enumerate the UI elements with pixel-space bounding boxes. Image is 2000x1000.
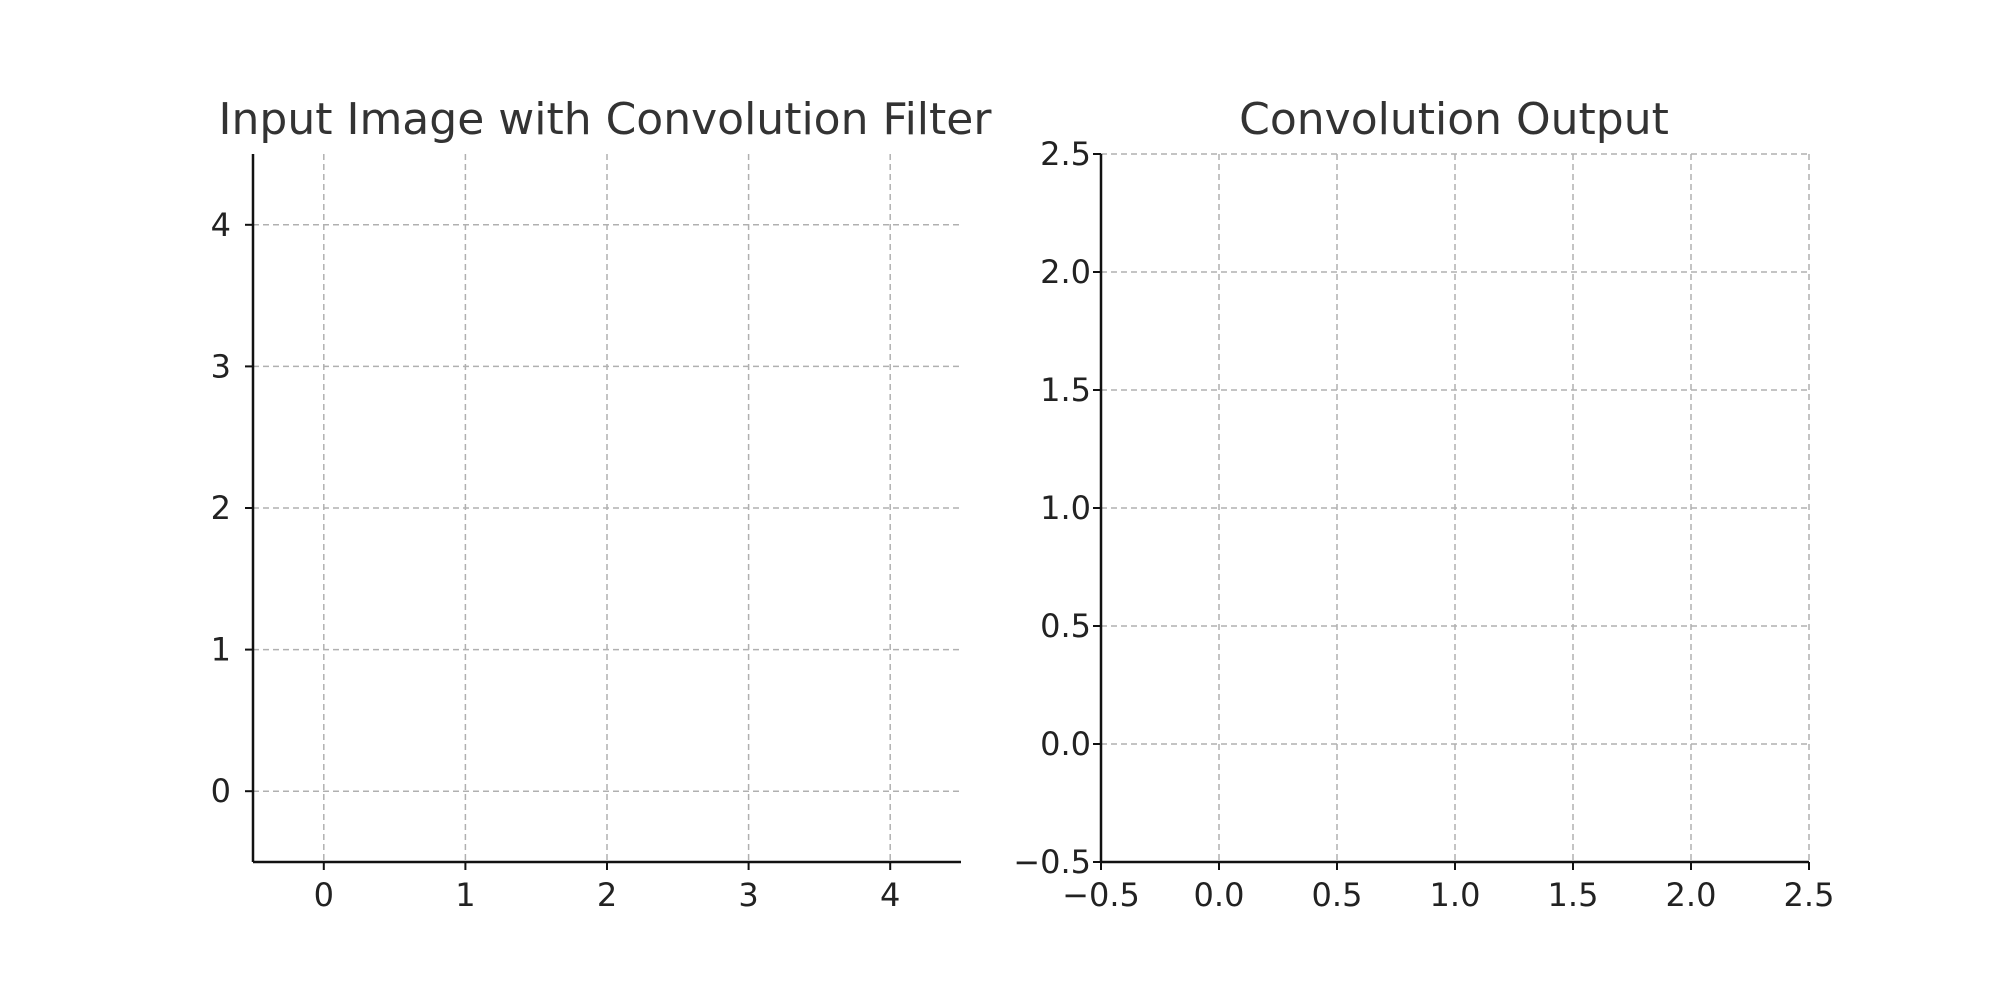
convolution-output-y-ticks: −0.5 0.0 0.5 1.0 1.5 2.0 2.5: [1013, 135, 1101, 881]
y-tick-label: 1: [211, 631, 231, 669]
convolution-output-grid: [1100, 153, 1810, 863]
input-image-grid: [253, 154, 961, 862]
x-tick-label: 2: [597, 876, 617, 914]
x-tick-label: 1.5: [1548, 876, 1599, 914]
input-image-y-ticks: 0 1 2 3 4: [211, 206, 253, 810]
y-tick-label: 2.5: [1040, 135, 1091, 173]
convolution-output-panel: Convolution Output −0.5 0.0 0.5 1.0 1.5 2.0 2.…: [1013, 94, 1834, 914]
x-tick-label: 3: [738, 876, 758, 914]
x-tick-label: 0: [314, 876, 334, 914]
convolution-output-x-ticks: −0.5 0.0 0.5 1.0 1.5 2.0 2.5: [1062, 862, 1834, 914]
x-tick-label: 2.5: [1784, 876, 1835, 914]
x-tick-label: 1: [455, 876, 475, 914]
x-tick-label: −0.5: [1062, 876, 1140, 914]
y-tick-label: 3: [211, 347, 231, 385]
x-tick-label: 1.0: [1430, 876, 1481, 914]
input-image-x-ticks: 0 1 2 3 4: [314, 862, 900, 914]
input-image-panel: Input Image with Convolution Filter 0 1 2 3…: [211, 94, 993, 914]
x-tick-label: 0.0: [1194, 876, 1245, 914]
x-tick-label: 4: [880, 876, 900, 914]
y-tick-label: 1.0: [1040, 489, 1091, 527]
input-image-title: Input Image with Convolution Filter: [219, 94, 993, 145]
x-tick-label: 0.5: [1312, 876, 1363, 914]
y-tick-label: 0.0: [1040, 725, 1091, 763]
y-tick-label: 2: [211, 489, 231, 527]
x-tick-label: 2.0: [1666, 876, 1717, 914]
y-tick-label: 4: [211, 206, 231, 244]
y-tick-label: 0.5: [1040, 607, 1091, 645]
y-tick-label: 2.0: [1040, 253, 1091, 291]
y-tick-label: 0: [211, 772, 231, 810]
y-tick-label: 1.5: [1040, 371, 1091, 409]
convolution-output-title: Convolution Output: [1239, 94, 1669, 145]
y-tick-label: −0.5: [1013, 843, 1091, 881]
